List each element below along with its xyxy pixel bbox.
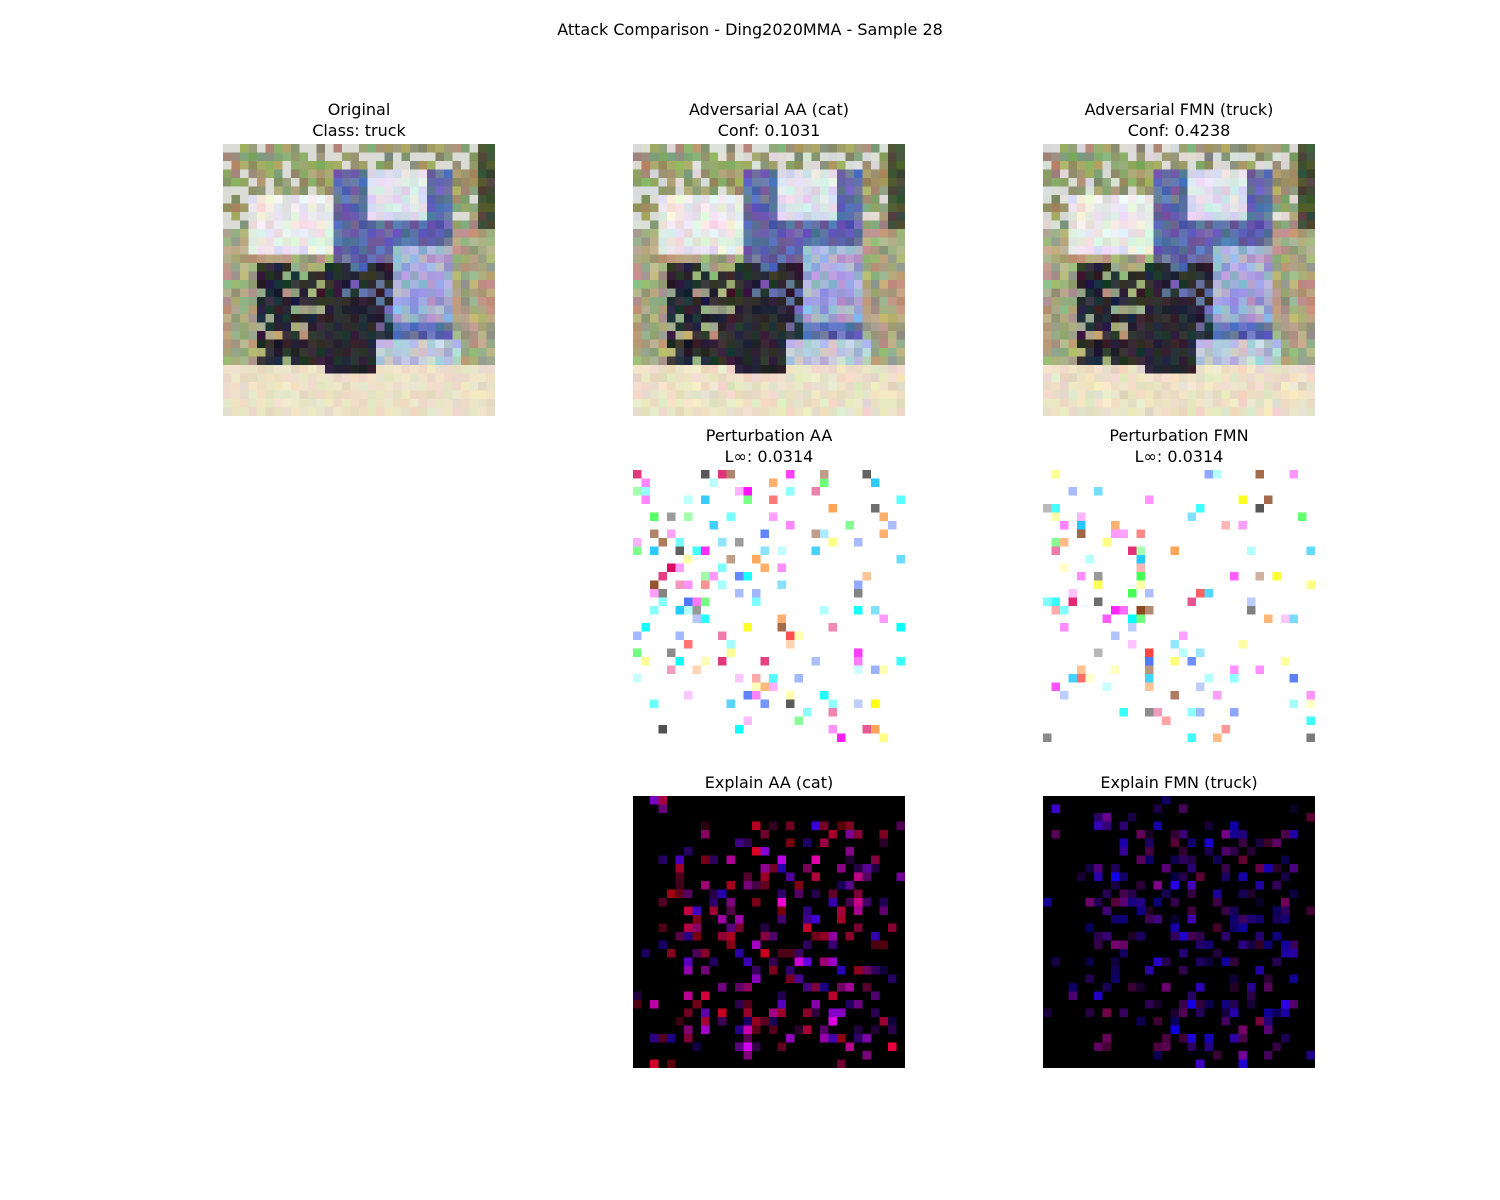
explain-fmn-title: Explain FMN (truck) (1029, 772, 1329, 793)
adv-fmn-title-line2: Conf: 0.4238 (1127, 121, 1231, 140)
original-title-line2: Class: truck (312, 121, 406, 140)
adv-fmn-title-line1: Adversarial FMN (truck) (1084, 100, 1274, 119)
pert-fmn-title-line2: L∞: 0.0314 (1134, 447, 1224, 466)
adv-aa-image (633, 144, 905, 416)
explain-aa-image (633, 796, 905, 1068)
original-title-line1: Original (327, 100, 391, 119)
figure-title: Attack Comparison - Ding2020MMA - Sample… (557, 20, 943, 39)
adv-fmn-image (1043, 144, 1315, 416)
pert-fmn-image (1043, 470, 1315, 742)
adv-aa-title-line1: Adversarial AA (cat) (689, 100, 849, 119)
explain-aa-title-line1: Explain AA (cat) (704, 773, 834, 792)
pert-aa-image (633, 470, 905, 742)
pert-aa-title-line1: Perturbation AA (705, 426, 833, 445)
pert-fmn-title-line1: Perturbation FMN (1109, 426, 1249, 445)
explain-aa-title: Explain AA (cat) (619, 772, 919, 793)
pert-fmn-title: Perturbation FMN L∞: 0.0314 (1029, 425, 1329, 467)
adv-fmn-title: Adversarial FMN (truck) Conf: 0.4238 (1029, 99, 1329, 141)
explain-fmn-image (1043, 796, 1315, 1068)
adv-aa-title-line2: Conf: 0.1031 (717, 121, 821, 140)
adv-aa-title: Adversarial AA (cat) Conf: 0.1031 (619, 99, 919, 141)
pert-aa-title-line2: L∞: 0.0314 (724, 447, 814, 466)
explain-fmn-title-line1: Explain FMN (truck) (1100, 773, 1258, 792)
original-title: Original Class: truck (209, 99, 509, 141)
original-image (223, 144, 495, 416)
pert-aa-title: Perturbation AA L∞: 0.0314 (619, 425, 919, 467)
